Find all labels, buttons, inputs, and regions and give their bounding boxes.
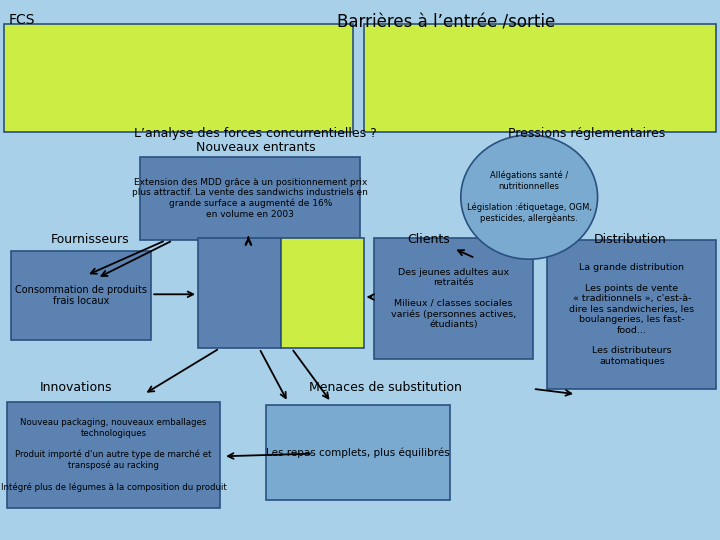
FancyBboxPatch shape <box>7 402 220 508</box>
FancyBboxPatch shape <box>140 157 360 240</box>
Text: Allégations santé /
nutritionnelles

Législation :étiquetage, OGM,
pesticides, a: Allégations santé / nutritionnelles Légi… <box>467 171 592 223</box>
Text: Consommation de produits
frais locaux: Consommation de produits frais locaux <box>15 285 147 307</box>
FancyBboxPatch shape <box>547 240 716 389</box>
FancyBboxPatch shape <box>11 251 151 340</box>
Text: Clients: Clients <box>407 233 450 246</box>
Text: Pressions réglementaires: Pressions réglementaires <box>508 127 665 140</box>
Text: Barrières à l’entrée /sortie: Barrières à l’entrée /sortie <box>337 14 556 31</box>
FancyBboxPatch shape <box>281 238 364 348</box>
Text: FCS: FCS <box>9 14 35 28</box>
Text: Des jeunes adultes aux
retraités

Milieux / classes sociales
variés (personnes a: Des jeunes adultes aux retraités Milieux… <box>391 267 516 329</box>
Text: L’analyse des forces concurrentielles ?: L’analyse des forces concurrentielles ? <box>134 127 377 140</box>
FancyBboxPatch shape <box>198 238 281 348</box>
Text: Fournisseurs: Fournisseurs <box>50 233 129 246</box>
FancyBboxPatch shape <box>374 238 533 359</box>
Text: Nouveaux entrants: Nouveaux entrants <box>196 141 315 154</box>
Ellipse shape <box>461 135 598 259</box>
Text: Les repas complets, plus équilibrés: Les repas complets, plus équilibrés <box>266 447 450 457</box>
Text: Innovations: Innovations <box>40 381 112 394</box>
FancyBboxPatch shape <box>4 24 353 132</box>
FancyBboxPatch shape <box>266 405 450 500</box>
FancyBboxPatch shape <box>364 24 716 132</box>
Text: Distribution: Distribution <box>593 233 667 246</box>
Text: Nouveau packaging, nouveaux emballages
technologiques

Produit importé d'un autr: Nouveau packaging, nouveaux emballages t… <box>1 418 226 491</box>
Text: Menaces de substitution: Menaces de substitution <box>309 381 462 394</box>
Text: La grande distribution

Les points de vente
« traditionnels », c'est-à-
dire les: La grande distribution Les points de ven… <box>570 263 694 366</box>
Text: Extension des MDD grâce à un positionnement prix
plus attractif. La vente des sa: Extension des MDD grâce à un positionnem… <box>132 178 368 219</box>
